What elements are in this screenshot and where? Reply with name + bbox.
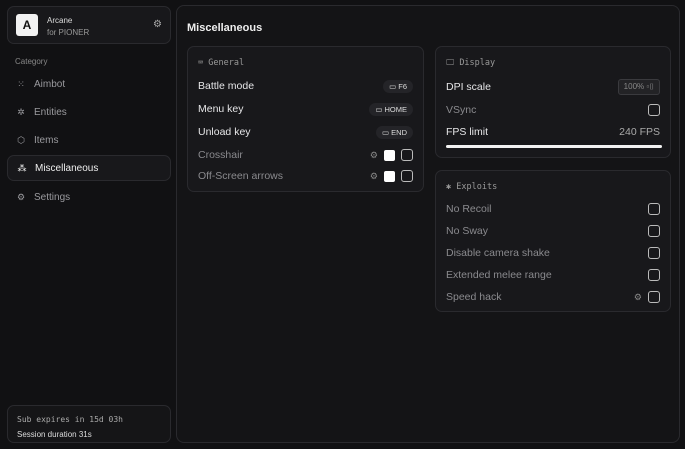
gear-icon[interactable]: ⚙ [369, 170, 378, 181]
setting-label: Disable camera shake [446, 247, 550, 259]
session-duration: Session duration 31s [17, 430, 92, 439]
color-swatch[interactable] [384, 149, 395, 161]
setting-row: No Sway [446, 223, 660, 239]
sub-expiry: Sub expires in 15d 03h [17, 415, 123, 424]
checkbox[interactable] [648, 247, 660, 259]
gear-icon[interactable]: ⚙ [369, 149, 378, 160]
gear-icon[interactable]: ⚙ [633, 291, 642, 302]
setting-label: Menu key [198, 103, 244, 115]
settings-gear-icon[interactable]: ⚙ [153, 19, 162, 30]
sidebar-item-label: Items [34, 134, 59, 146]
entities-icon: ✲ [17, 106, 25, 117]
sidebar-item-miscellaneous[interactable]: ⁂ Miscellaneous [7, 155, 171, 181]
setting-label: No Sway [446, 225, 489, 237]
checkbox[interactable] [648, 225, 660, 237]
app-subtitle: for PIONER [47, 28, 90, 37]
setting-label: Battle mode [198, 80, 255, 92]
checkbox[interactable] [648, 269, 660, 281]
monitor-icon: 🖵 [446, 58, 460, 68]
setting-label: No Recoil [446, 203, 492, 215]
exploits-card: ✱ Exploits No Recoil No Sway Disable cam… [435, 170, 671, 312]
general-card: ⌨ General Battle mode ▭ F6 Menu key ▭ HOME… [187, 46, 424, 192]
keyboard-icon: ⌨ [198, 58, 209, 68]
checkbox[interactable] [401, 149, 413, 161]
setting-row: VSync [446, 102, 660, 118]
box-icon: ⬡ [17, 134, 25, 145]
checkbox[interactable] [648, 104, 660, 116]
fps-value: 240 FPS [619, 126, 660, 138]
subscription-info: Sub expires in 15d 03h Session duration … [7, 405, 171, 443]
keybind-button[interactable]: ▭ F6 [383, 79, 413, 93]
keybind-button[interactable]: ▭ HOME [369, 102, 413, 116]
display-card: 🖵 Display DPI scale 100% ▫⌷ VSync FPS lim… [435, 46, 671, 158]
setting-label: VSync [446, 104, 477, 116]
setting-row: No Recoil [446, 201, 660, 217]
checkbox[interactable] [648, 203, 660, 215]
keybind-button[interactable]: ▭ END [375, 125, 413, 139]
sidebar-item-label: Miscellaneous [35, 162, 99, 174]
setting-label: Unload key [198, 126, 251, 138]
setting-row: Battle mode ▭ F6 [198, 78, 413, 94]
misc-icon: ⁂ [17, 162, 27, 173]
brand-card: A Arcane for PIONER ⚙ [7, 6, 171, 44]
setting-label: Extended melee range [446, 269, 552, 281]
sidebar: A Arcane for PIONER ⚙ Category ⁙ Aimbot ✲… [0, 0, 174, 449]
logo: A [16, 14, 38, 36]
fps-slider[interactable] [446, 145, 662, 148]
setting-label: Speed hack [446, 291, 502, 303]
checkbox[interactable] [648, 291, 660, 303]
sidebar-item-entities[interactable]: ✲ Entities [7, 99, 171, 125]
card-header: ⌨ General [198, 58, 245, 68]
category-label: Category [15, 57, 48, 66]
setting-row: Crosshair ⚙ [198, 147, 413, 163]
setting-label: FPS limit [446, 126, 488, 138]
bug-icon: ✱ [446, 182, 457, 192]
sidebar-item-aimbot[interactable]: ⁙ Aimbot [7, 71, 171, 97]
card-header: 🖵 Display [446, 58, 496, 68]
card-header: ✱ Exploits [446, 182, 498, 192]
setting-row: Menu key ▭ HOME [198, 101, 413, 117]
setting-label: DPI scale [446, 81, 491, 93]
sidebar-item-items[interactable]: ⬡ Items [7, 127, 171, 153]
main-panel: Miscellaneous ⌨ General Battle mode ▭ F6 … [176, 5, 680, 443]
dpi-scale-select[interactable]: 100% ▫⌷ [617, 79, 660, 95]
setting-row: Speed hack ⚙ [446, 289, 660, 305]
sidebar-item-label: Entities [34, 106, 67, 118]
setting-row: Unload key ▭ END [198, 124, 413, 140]
setting-row: Extended melee range [446, 267, 660, 283]
setting-label: Off-Screen arrows [198, 170, 283, 182]
setting-label: Crosshair [198, 149, 243, 161]
setting-row: Disable camera shake [446, 245, 660, 261]
setting-row: DPI scale 100% ▫⌷ [446, 79, 660, 95]
app-name: Arcane [47, 16, 73, 25]
setting-row: Off-Screen arrows ⚙ [198, 168, 413, 184]
sidebar-item-settings[interactable]: ⚙ Settings [7, 184, 171, 210]
color-swatch[interactable] [384, 170, 395, 182]
gear-icon: ⚙ [16, 191, 26, 202]
setting-row: FPS limit 240 FPS [446, 124, 660, 140]
page-title: Miscellaneous [187, 22, 263, 34]
checkbox[interactable] [401, 170, 413, 182]
crosshair-icon: ⁙ [17, 78, 25, 89]
sidebar-item-label: Settings [34, 191, 71, 203]
sidebar-item-label: Aimbot [34, 78, 66, 90]
